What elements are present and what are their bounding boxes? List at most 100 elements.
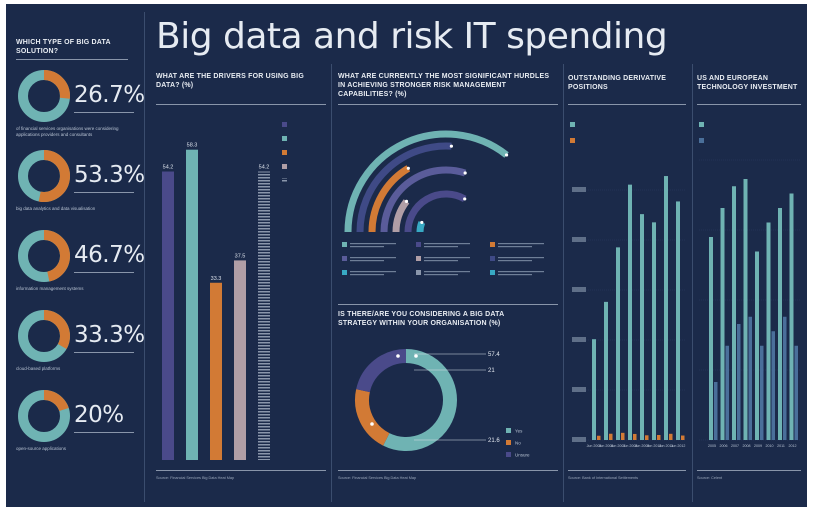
investment-bar xyxy=(771,331,775,440)
divider xyxy=(74,272,134,273)
strategy-value-label: 57.4 xyxy=(488,352,500,358)
investment-bar xyxy=(725,345,729,440)
driver-value-label: 54.2 xyxy=(259,165,270,171)
legend-swatch xyxy=(506,428,511,433)
x-tick-label: 2011 xyxy=(777,444,785,448)
y-tick-box xyxy=(572,187,586,192)
investment-bar xyxy=(714,382,718,440)
y-tick-box xyxy=(572,237,586,242)
investment-bar xyxy=(732,186,736,440)
investment-bar xyxy=(789,193,794,440)
x-tick-label: Jun 2008 xyxy=(623,444,638,448)
divider xyxy=(74,432,134,433)
hurdle-arc xyxy=(356,142,452,233)
x-tick-label: 2008 xyxy=(743,444,751,448)
solution-item: 46.7% information management systems xyxy=(14,226,145,302)
legend-text-line xyxy=(498,257,544,259)
legend-text-line xyxy=(350,271,396,273)
y-tick-box xyxy=(572,437,586,442)
driver-bar xyxy=(162,171,174,461)
strategy-slice xyxy=(356,349,407,393)
legend-label: Yes xyxy=(515,429,523,434)
derivative-bar xyxy=(628,184,632,440)
strategy-source: Source: Financial Services Big Data Heat… xyxy=(338,476,417,480)
legend-swatch xyxy=(506,452,511,457)
divider xyxy=(144,12,145,502)
hurdle-arc-end xyxy=(406,166,410,170)
solution-item: 20% open-source applications xyxy=(14,386,138,462)
derivative-bar xyxy=(676,201,680,440)
x-tick-label: Jun 2005 xyxy=(587,444,602,448)
driver-bar xyxy=(258,171,270,461)
solution-value: 20% xyxy=(74,402,124,428)
legend-text-line xyxy=(424,260,458,262)
divider xyxy=(697,470,801,471)
solution-value: 26.7% xyxy=(74,82,145,108)
driver-bar xyxy=(210,282,222,460)
investment-bar xyxy=(709,237,713,440)
investment-chart: 2005 2006 2007 2008 2009 2010 2011 2012 xyxy=(699,122,801,448)
strategy-value-label: 21 xyxy=(488,368,495,374)
legend-text-line xyxy=(498,243,544,245)
hurdle-arc-end xyxy=(463,171,467,175)
investment-bar xyxy=(794,345,798,440)
legend-swatch xyxy=(282,122,287,127)
solution-value: 33.3% xyxy=(74,322,145,348)
donut-segment xyxy=(43,70,70,99)
investment-bar xyxy=(766,222,771,440)
legend-swatch xyxy=(416,270,421,275)
x-tick-label: 2010 xyxy=(766,444,774,448)
legend-swatch xyxy=(506,440,511,445)
divider xyxy=(692,64,693,502)
solution-donut xyxy=(18,150,70,202)
driver-value-label: 58.3 xyxy=(187,143,198,149)
x-tick-label: 2006 xyxy=(720,444,728,448)
divider xyxy=(338,304,558,305)
driver-bar xyxy=(234,260,246,460)
legend-text-line xyxy=(498,246,532,248)
x-tick-label: Jun 2009 xyxy=(635,444,650,448)
derivative-bar xyxy=(597,435,601,440)
investment-bar xyxy=(748,316,752,440)
solution-label: open-source applications xyxy=(16,446,67,451)
derivative-bar xyxy=(621,432,625,440)
investment-bar xyxy=(720,208,725,440)
slice-marker xyxy=(370,422,374,426)
x-tick-label: 2007 xyxy=(731,444,739,448)
legend-swatch xyxy=(282,178,287,183)
legend-swatch xyxy=(416,256,421,261)
legend-swatch xyxy=(570,122,575,127)
legend-text-line xyxy=(350,274,384,276)
y-tick-box xyxy=(572,287,586,292)
y-tick-box xyxy=(572,337,586,342)
derivatives-source: Source: Bank of International Settlement… xyxy=(568,476,639,480)
donut-segment xyxy=(43,390,69,412)
solution-label: cloud-based platforms xyxy=(16,366,61,371)
hurdles-chart xyxy=(342,130,544,276)
investment-bar xyxy=(743,179,748,440)
divider xyxy=(568,104,686,105)
drivers-heading: WHAT ARE THE DRIVERS FOR USING BIG DATA?… xyxy=(156,73,304,89)
hurdle-arc-end xyxy=(404,199,409,203)
x-tick-label: 2005 xyxy=(708,444,716,448)
legend-text-line xyxy=(350,246,384,248)
x-tick-label: Jun 2010 xyxy=(647,444,662,448)
legend-swatch xyxy=(490,256,495,261)
divider xyxy=(156,470,326,471)
hurdle-arc xyxy=(368,165,411,233)
divider xyxy=(74,352,134,353)
solution-item: 53.3% big data analytics and data visuali… xyxy=(14,146,145,222)
investment-bar xyxy=(737,324,741,440)
donut-segment xyxy=(43,310,70,349)
solution-label: of financial services organisations were… xyxy=(16,126,119,137)
legend-text-line xyxy=(498,274,532,276)
legend-text-line xyxy=(350,257,396,259)
legend-text-line xyxy=(498,271,544,273)
derivative-bar xyxy=(616,247,620,440)
divider xyxy=(74,112,134,113)
strategy-heading: IS THERE/ARE YOU CONSIDERING A BIG DATA … xyxy=(338,311,505,327)
derivative-bar xyxy=(681,435,685,440)
divider xyxy=(338,104,558,105)
drivers-chart: 54.2 58.3 33.3 37.5 54.2 xyxy=(162,122,287,461)
infographic-board: Big data and risk IT spending WHICH TYPE… xyxy=(6,4,807,507)
